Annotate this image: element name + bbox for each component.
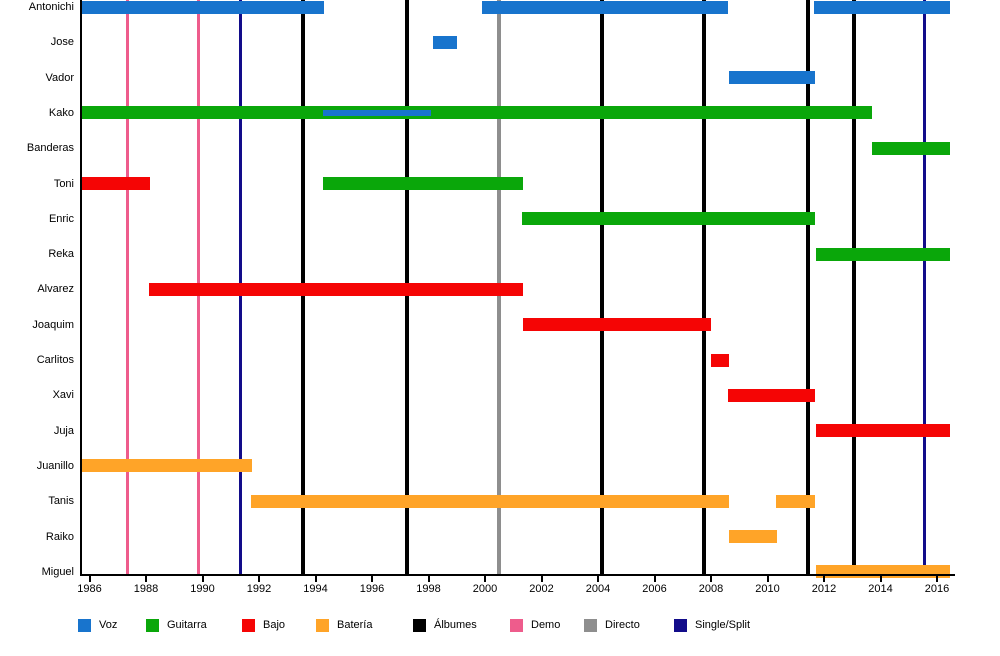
x-axis-tick-label: 1986 bbox=[77, 583, 102, 595]
timeline-bar-guitarra bbox=[81, 106, 872, 120]
timeline-bar-bajo bbox=[815, 424, 950, 438]
row-label: Carlitos bbox=[36, 354, 74, 366]
timeline-bar-bateria bbox=[729, 530, 778, 543]
timeline-bar-guitarra bbox=[872, 141, 950, 155]
event-line-demo bbox=[126, 0, 130, 574]
row-label: Xavi bbox=[52, 389, 74, 402]
timeline-bar-bajo bbox=[727, 388, 816, 402]
legend-label: Single/Split bbox=[695, 619, 751, 631]
timeline-bar-voz bbox=[729, 71, 816, 85]
row-label: Banderas bbox=[26, 142, 74, 155]
row-label: Juja bbox=[53, 424, 74, 437]
timeline-bar-bajo bbox=[148, 282, 524, 296]
row-label: Antonichi bbox=[28, 1, 74, 13]
event-line-albumes bbox=[806, 0, 811, 574]
timeline-bar-voz bbox=[432, 35, 457, 49]
timeline-bar-voz bbox=[81, 0, 324, 14]
legend-label: Demo bbox=[531, 619, 561, 631]
x-axis-tick bbox=[88, 576, 91, 582]
x-axis-tick-label: 1998 bbox=[416, 583, 441, 595]
x-axis bbox=[81, 574, 955, 576]
x-axis-tick bbox=[879, 576, 882, 582]
legend-label: Álbumes bbox=[434, 619, 477, 631]
guitarra-legend-swatch bbox=[146, 619, 159, 632]
x-axis-tick-label: 1992 bbox=[246, 583, 272, 595]
directo-legend-swatch bbox=[584, 619, 597, 632]
timeline-bar-bajo bbox=[523, 318, 711, 332]
x-axis-tick-label: 2000 bbox=[472, 583, 498, 595]
event-line-albumes bbox=[851, 0, 856, 574]
timeline-bar-voz bbox=[482, 0, 728, 14]
timeline-bar-bateria bbox=[815, 565, 950, 579]
voz-legend-swatch bbox=[78, 619, 91, 632]
y-axis bbox=[80, 0, 82, 576]
x-axis-tick bbox=[936, 576, 938, 582]
x-axis-tick-label: 2012 bbox=[811, 583, 837, 595]
x-axis-tick bbox=[258, 576, 260, 582]
bajo-legend-swatch bbox=[242, 619, 255, 632]
x-axis-tick-label: 2006 bbox=[642, 583, 667, 595]
x-axis-tick-label: 2008 bbox=[698, 583, 724, 595]
legend-label: Voz bbox=[99, 619, 118, 631]
timeline-bar-guitarra bbox=[815, 247, 950, 261]
single_split-legend-swatch bbox=[674, 619, 687, 632]
x-axis-tick bbox=[314, 576, 317, 582]
x-axis-tick-label: 1990 bbox=[190, 583, 215, 595]
legend-label: Batería bbox=[337, 619, 373, 631]
x-axis-tick bbox=[653, 576, 656, 582]
row-label: Joaquim bbox=[32, 318, 74, 331]
legend-label: Bajo bbox=[263, 619, 286, 631]
row-label: Tanis bbox=[48, 495, 74, 508]
event-line-single_split bbox=[922, 0, 926, 574]
row-label: Miguel bbox=[41, 565, 74, 578]
row-label: Reka bbox=[48, 248, 74, 261]
x-axis-tick bbox=[540, 576, 543, 582]
timeline-bar-voz bbox=[322, 109, 432, 116]
x-axis-tick-label: 1988 bbox=[133, 583, 159, 595]
x-axis-tick bbox=[484, 576, 486, 582]
x-axis-tick-label: 2010 bbox=[755, 583, 780, 595]
legend-label: Directo bbox=[605, 619, 640, 631]
x-axis-tick bbox=[145, 576, 147, 582]
x-axis-tick bbox=[766, 576, 769, 582]
x-axis-tick bbox=[823, 576, 825, 582]
x-axis-tick bbox=[427, 576, 430, 582]
x-axis-tick-label: 2004 bbox=[585, 583, 611, 595]
row-label: Jose bbox=[50, 36, 74, 49]
x-axis-tick-label: 1994 bbox=[303, 583, 328, 595]
x-axis-tick bbox=[371, 576, 373, 582]
legend-label: Guitarra bbox=[167, 619, 207, 631]
x-axis-tick bbox=[597, 576, 599, 582]
timeline-bar-bateria bbox=[250, 494, 730, 508]
x-axis-tick-label: 2014 bbox=[868, 583, 893, 595]
timeline-bar-bajo bbox=[81, 177, 151, 190]
x-axis-tick-label: 2002 bbox=[529, 583, 554, 595]
row-label: Toni bbox=[53, 177, 74, 190]
bateria-legend-swatch bbox=[316, 619, 329, 632]
timeline-bar-guitarra bbox=[521, 212, 816, 226]
timeline-bar-bateria bbox=[81, 459, 252, 473]
x-axis-tick-label: 1996 bbox=[359, 583, 385, 595]
row-label: Raiko bbox=[45, 530, 74, 543]
row-label: Alvarez bbox=[37, 283, 74, 296]
albumes-legend-swatch bbox=[413, 619, 426, 632]
event-line-albumes bbox=[600, 0, 605, 574]
x-axis-tick bbox=[201, 576, 204, 582]
x-axis-tick-label: 2016 bbox=[924, 583, 950, 595]
event-line-albumes bbox=[701, 0, 706, 574]
timeline-bar-bajo bbox=[711, 353, 730, 367]
demo-legend-swatch bbox=[510, 619, 523, 632]
row-label: Juanillo bbox=[36, 459, 74, 472]
row-label: Vador bbox=[45, 71, 74, 84]
timeline-bar-voz bbox=[814, 0, 950, 14]
x-axis-tick bbox=[710, 576, 712, 582]
row-label: Enric bbox=[48, 212, 74, 225]
timeline-bar-guitarra bbox=[322, 177, 524, 190]
timeline-bar-bateria bbox=[775, 494, 816, 508]
row-label: Kako bbox=[48, 106, 74, 119]
